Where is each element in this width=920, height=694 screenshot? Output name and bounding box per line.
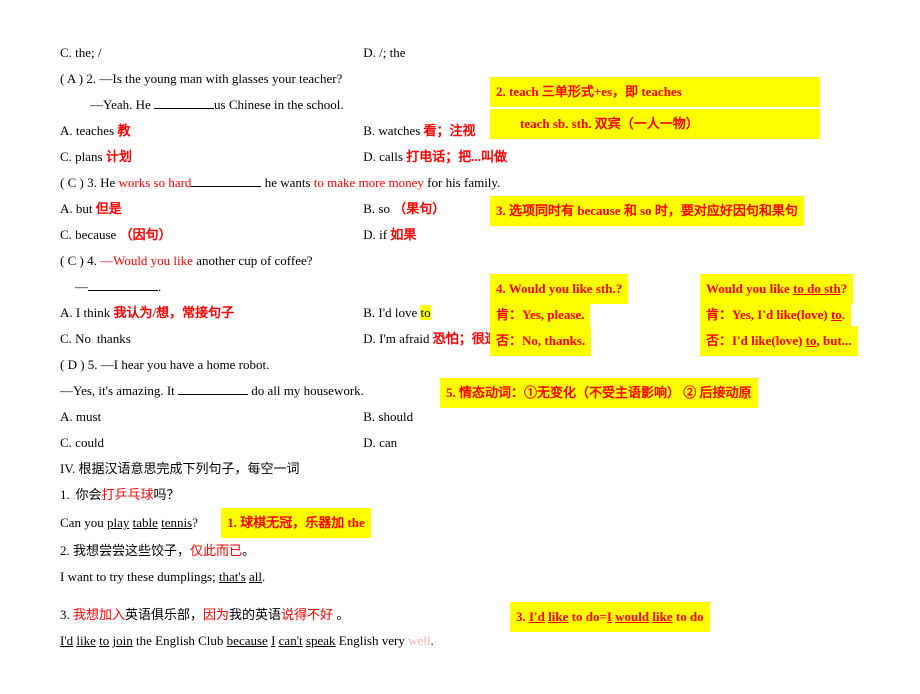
q3-a: A. but 但是 [60, 196, 360, 222]
q5-stem: ( D ) 5. —I hear you have a home robot. [60, 352, 860, 378]
q5-opts-ab: A. must B. should [60, 404, 860, 430]
q4-d: D. I'm afraid 恐怕；很遗憾 [363, 326, 511, 352]
q2-opts-ab: A. teaches 教 B. watches 看；注视 [60, 118, 860, 144]
q5-b: B. should [363, 404, 413, 430]
q3-opts-ab: A. but 但是 B. so （果句） 3. 选项同时有 because 和 … [60, 196, 860, 222]
q5-line2: —Yes, it's amazing. It do all my housewo… [60, 378, 860, 404]
q4-c: C. No. thanks [60, 326, 360, 352]
q1-options-cd: C. the; / D. /; the [60, 40, 860, 66]
blank [191, 174, 261, 187]
q2-line2: —Yeah. He us Chinese in the school. 2. t… [60, 92, 860, 118]
q4-opts-ab: A. I think 我认为/想，常接句子 B. I'd love to 肯：Y… [60, 300, 860, 326]
q5-opts-cd: C. could D. can [60, 430, 860, 456]
q4-line2: —. 4. Would you like sth.? Would you lik… [60, 274, 860, 300]
blank [178, 382, 248, 395]
sec4-q2: 2. 我想尝尝这些饺子，仅此而已。 [60, 538, 860, 564]
q2-c: C. plans 计划 [60, 144, 360, 170]
q5-a: A. must [60, 404, 360, 430]
q2-d: D. calls 打电话；把...叫做 [363, 144, 507, 170]
blank [88, 278, 158, 291]
q3-stem: ( C ) 3. He works so hard he wants to ma… [60, 170, 860, 196]
blank [154, 96, 214, 109]
sec4-q1-ans: Can you play table tennis? 1. 球棋无冠，乐器加 t… [60, 508, 860, 538]
q3-opts-cd: C. because （因句） D. if 如果 [60, 222, 860, 248]
q3-b: B. so （果句） [363, 196, 445, 222]
sec4-q3: 3. 我想加入英语俱乐部，因为我的英语说得不好 。 3. I'd like to… [60, 602, 860, 628]
q5-d: D. can [363, 430, 397, 456]
q4-stem: ( C ) 4. —Would you like another cup of … [60, 248, 860, 274]
q4-b: B. I'd love to [363, 300, 430, 326]
q2-l2b: us Chinese in the school. [214, 97, 344, 112]
sec4-q2-ans: I want to try these dumplings; that's al… [60, 564, 860, 590]
q2-opts-cd: C. plans 计划 D. calls 打电话；把...叫做 [60, 144, 860, 170]
q5-c: C. could [60, 430, 360, 456]
option-d: D. /; the [363, 40, 405, 66]
sec4-q1: 1. .你会打乒乓球吗？ [60, 482, 860, 508]
sec4-q3-ans: I'd like to join the English Club becaus… [60, 628, 860, 654]
q2-l2a: —Yeah. He [60, 97, 154, 112]
q2-text: ( A ) 2. —Is the young man with glasses … [60, 71, 342, 86]
q2-note-l1: 2. teach 三单形式+es，即 teaches [490, 77, 820, 107]
sec4-q1-note: 1. 球棋无冠，乐器加 the [221, 508, 371, 538]
q3-c: C. because （因句） [60, 222, 360, 248]
sec4-title: IV. 根据汉语意思完成下列句子，每空一词 [60, 456, 860, 482]
q4-a: A. I think 我认为/想，常接句子 [60, 300, 360, 326]
option-c: C. the; / [60, 40, 360, 66]
q2-a: A. teaches 教 [60, 118, 360, 144]
q4-opts-cd: C. No. thanks D. I'm afraid 恐怕；很遗憾 否：No,… [60, 326, 860, 352]
q3-d: D. if 如果 [363, 222, 416, 248]
q2-b: B. watches 看；注视 [363, 118, 475, 144]
